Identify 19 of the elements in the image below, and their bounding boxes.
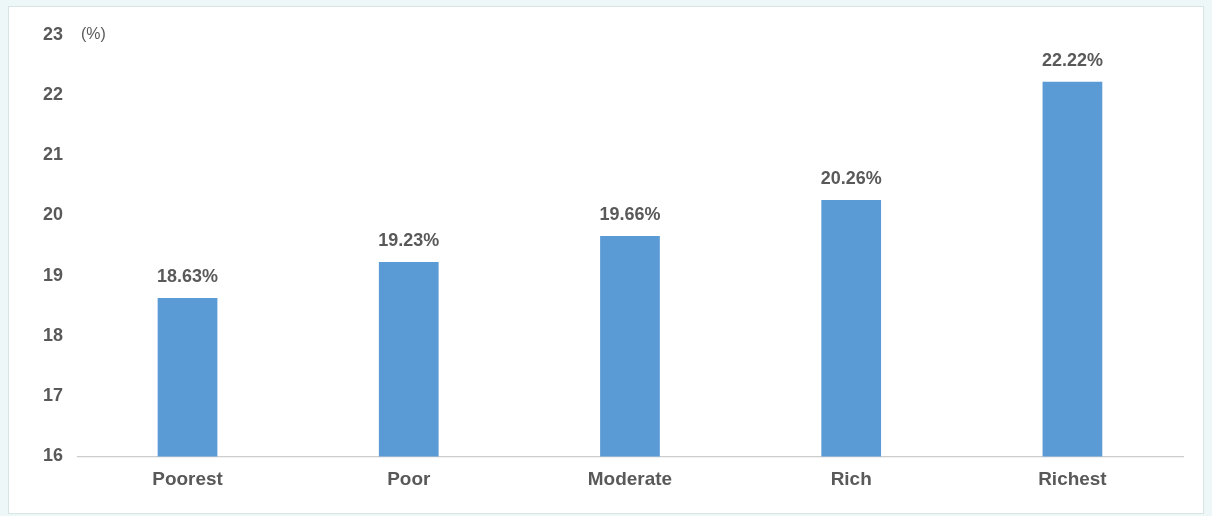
data-label: 19.23%	[378, 229, 440, 250]
x-tick-label: Richest	[1038, 467, 1108, 489]
data-label: 22.22%	[1041, 49, 1103, 70]
y-tick-label: 22	[42, 84, 63, 105]
y-tick-label: 19	[42, 264, 63, 285]
x-tick-label: Rich	[830, 467, 872, 489]
y-tick-label: 18	[42, 324, 63, 345]
y-tick-label: 17	[42, 385, 63, 406]
data-label: 18.63%	[157, 266, 219, 287]
y-tick-label: 21	[42, 144, 63, 165]
x-tick-label: Moderate	[587, 467, 673, 489]
data-label: 20.26%	[820, 167, 882, 188]
x-tick-label: Poorest	[152, 467, 224, 489]
y-axis-title: (%)	[80, 25, 106, 43]
y-tick-label: 23	[42, 23, 63, 44]
data-label: 19.66%	[599, 204, 661, 225]
x-tick-label: Poor	[387, 467, 431, 489]
y-tick-label: 16	[42, 445, 63, 466]
y-tick-label: 20	[42, 204, 63, 225]
